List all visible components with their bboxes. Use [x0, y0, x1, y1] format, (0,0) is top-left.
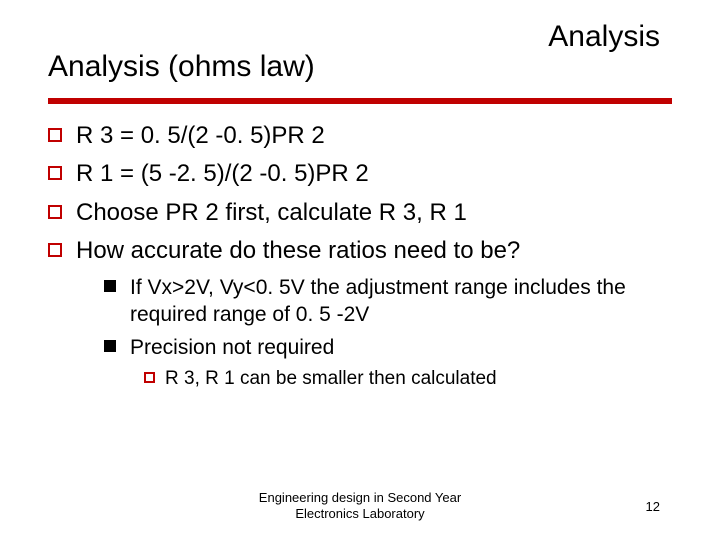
bullet-text: Precision not required [130, 334, 334, 361]
title-underline [48, 98, 672, 104]
bullet-text: R 1 = (5 -2. 5)/(2 -0. 5)PR 2 [76, 158, 369, 190]
bullet-text: R 3, R 1 can be smaller then calculated [165, 367, 497, 392]
bullet-text: R 3 = 0. 5/(2 -0. 5)PR 2 [76, 120, 325, 152]
slide-title: Analysis (ohms law) [48, 50, 315, 84]
list-item: Choose PR 2 first, calculate R 3, R 1 [48, 197, 672, 229]
bullet-solid-icon [104, 340, 116, 352]
bullet-hollow-icon [48, 128, 62, 142]
list-item: If Vx>2V, Vy<0. 5V the adjustment range … [104, 274, 672, 329]
bullet-text: How accurate do these ratios need to be? [76, 235, 520, 267]
page-number: 12 [646, 499, 660, 514]
bullet-hollow-icon [48, 205, 62, 219]
bullet-text: Choose PR 2 first, calculate R 3, R 1 [76, 197, 467, 229]
bullet-hollow-small-icon [144, 372, 155, 383]
list-item: Precision not required [104, 334, 672, 361]
footer: Engineering design in Second YearElectro… [0, 490, 720, 523]
bullet-hollow-icon [48, 243, 62, 257]
bullet-text: If Vx>2V, Vy<0. 5V the adjustment range … [130, 274, 672, 329]
list-item: How accurate do these ratios need to be? [48, 235, 672, 267]
list-item: R 1 = (5 -2. 5)/(2 -0. 5)PR 2 [48, 158, 672, 190]
footer-text: Engineering design in Second YearElectro… [259, 490, 461, 523]
list-item: R 3 = 0. 5/(2 -0. 5)PR 2 [48, 120, 672, 152]
bullet-hollow-icon [48, 166, 62, 180]
content-area: R 3 = 0. 5/(2 -0. 5)PR 2 R 1 = (5 -2. 5)… [48, 120, 672, 398]
list-item: R 3, R 1 can be smaller then calculated [144, 367, 672, 392]
header-label: Analysis [548, 20, 660, 54]
bullet-solid-icon [104, 280, 116, 292]
